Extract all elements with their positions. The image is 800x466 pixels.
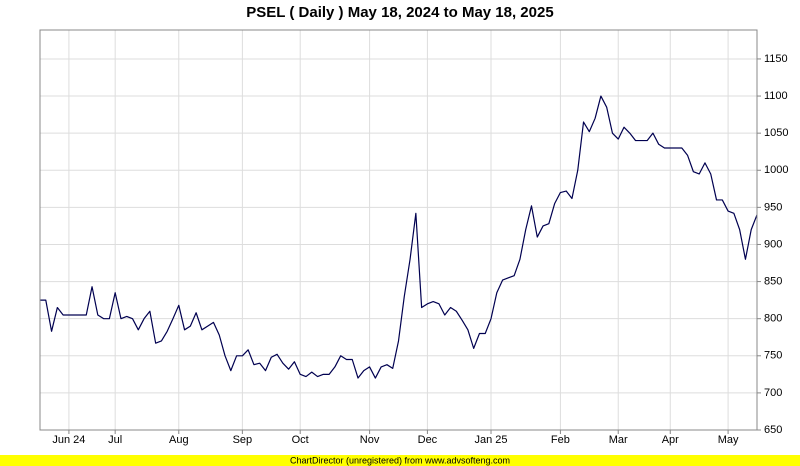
x-tick-label: Oct [292, 434, 309, 446]
footer: ChartDirector (unregistered) from www.ad… [290, 455, 510, 465]
grid [40, 30, 761, 434]
y-tick-label: 1100 [764, 90, 788, 102]
x-tick-label: Jul [108, 434, 122, 446]
x-tick-label: Nov [360, 434, 380, 446]
y-tick-label: 850 [764, 275, 782, 287]
plot-border [39, 29, 758, 431]
x-tick-label: Jan 25 [475, 434, 508, 446]
marks [40, 95, 758, 379]
x-tick-label: Aug [169, 434, 189, 446]
x-tick-label: Sep [233, 434, 253, 446]
y-tick-label: 700 [764, 387, 782, 399]
x-tick-label: May [718, 434, 739, 446]
y-tick-label: 1150 [764, 53, 788, 65]
y-tick-label: 950 [764, 201, 782, 213]
chart-title: PSEL ( Daily ) May 18, 2024 to May 18, 2… [246, 4, 553, 21]
y-tick-label: 750 [764, 350, 782, 362]
x-tick-label: Apr [662, 434, 679, 446]
y-tick-label: 1000 [764, 164, 788, 176]
plot-area [40, 30, 757, 430]
x-tick-label: Mar [609, 434, 628, 446]
y-tick-label: 900 [764, 238, 782, 250]
price-line [40, 95, 758, 379]
x-tick-label: Dec [418, 434, 438, 446]
x-tick-label: Jun 24 [52, 434, 85, 446]
y-tick-label: 650 [764, 424, 782, 436]
y-tick-label: 1050 [764, 127, 788, 139]
footer-bar [0, 455, 800, 466]
x-tick-label: Feb [551, 434, 570, 446]
y-tick-label: 800 [764, 313, 782, 325]
